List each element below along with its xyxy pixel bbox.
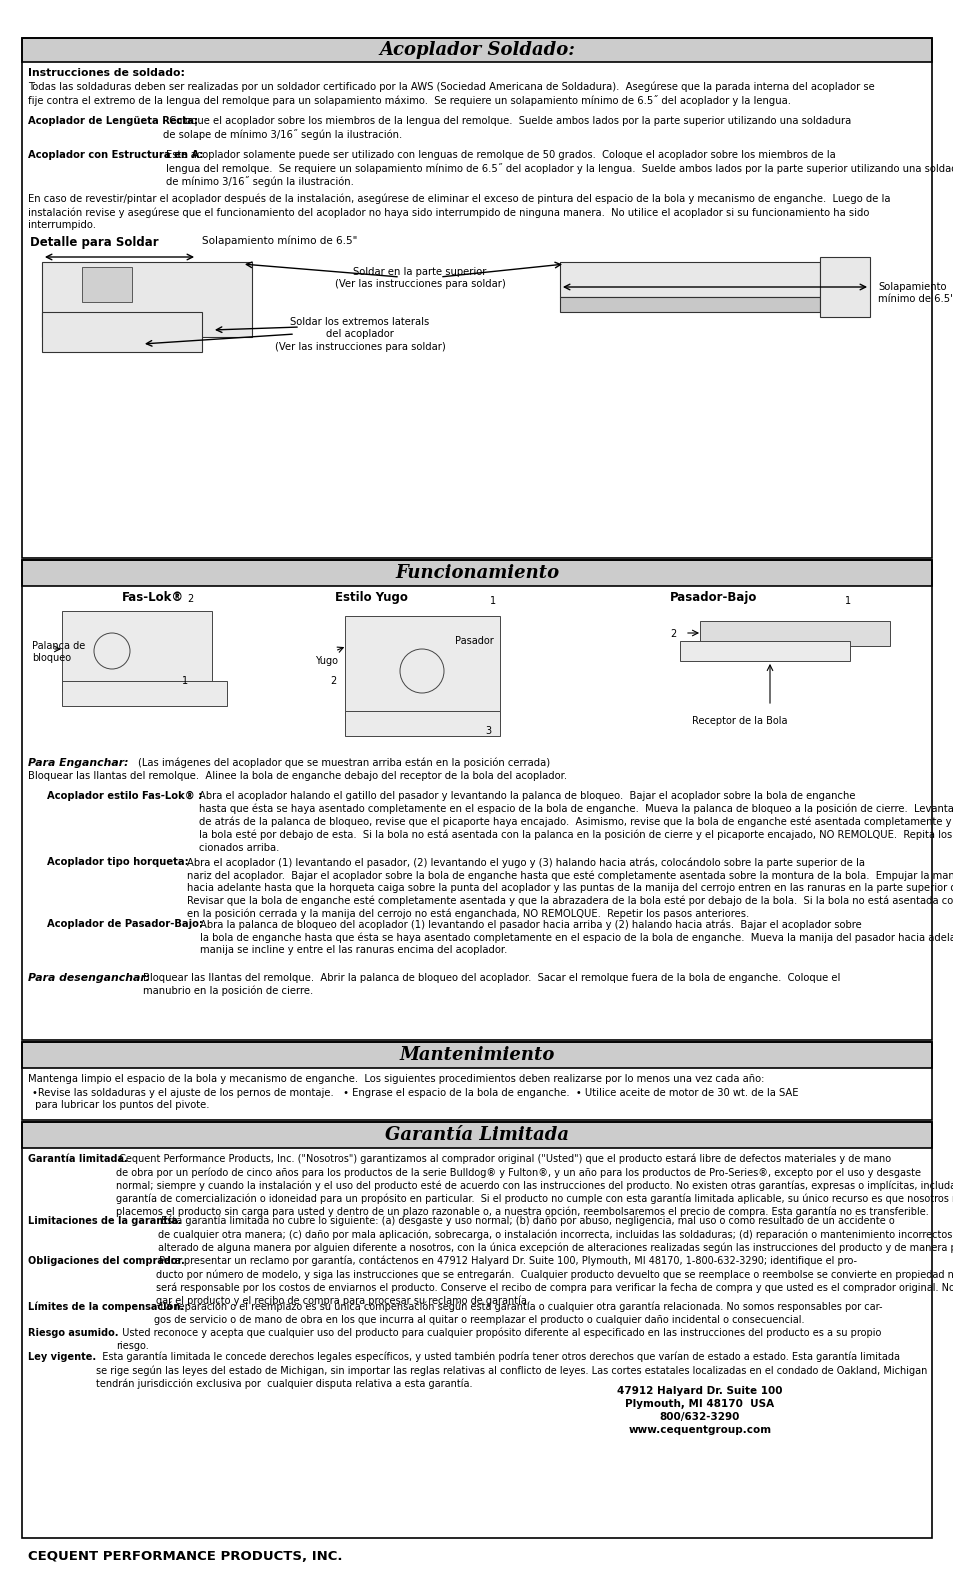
Text: Solapamiento
mínimo de 6.5": Solapamiento mínimo de 6.5" bbox=[877, 281, 953, 305]
Bar bbox=[42, 263, 252, 336]
Text: 800/632-3290: 800/632-3290 bbox=[659, 1412, 740, 1423]
Text: 2: 2 bbox=[187, 594, 193, 604]
Text: Bloquear las llantas del remolque.  Alinee la bola de enganche debajo del recept: Bloquear las llantas del remolque. Aline… bbox=[28, 770, 566, 781]
Bar bbox=[22, 560, 931, 1041]
Text: Acoplador Soldado:: Acoplador Soldado: bbox=[378, 41, 575, 60]
Bar bbox=[22, 1122, 931, 1148]
Text: Mantenga limpio el espacio de la bola y mecanismo de enganche.  Los siguientes p: Mantenga limpio el espacio de la bola y … bbox=[28, 1074, 763, 1085]
Bar bbox=[22, 1042, 931, 1067]
Text: 3: 3 bbox=[484, 726, 491, 736]
Text: Instrucciones de soldado:: Instrucciones de soldado: bbox=[28, 68, 185, 79]
Bar bbox=[345, 616, 499, 722]
Bar bbox=[62, 612, 212, 692]
Text: Acoplador tipo horqueta:: Acoplador tipo horqueta: bbox=[47, 857, 189, 868]
Text: Yugo: Yugo bbox=[314, 656, 337, 667]
Text: Abra la palanca de bloqueo del acoplador (1) levantando el pasador hacia arriba : Abra la palanca de bloqueo del acoplador… bbox=[200, 920, 953, 954]
Text: www.cequentgroup.com: www.cequentgroup.com bbox=[628, 1424, 771, 1435]
Text: Esta garantía limitada le concede derechos legales específicos, y usted también : Esta garantía limitada le concede derech… bbox=[96, 1352, 926, 1388]
Text: Detalle para Soldar: Detalle para Soldar bbox=[30, 236, 158, 248]
Text: 2: 2 bbox=[669, 629, 676, 638]
Text: Este acoplador solamente puede ser utilizado con lenguas de remolque de 50 grado: Este acoplador solamente puede ser utili… bbox=[166, 149, 953, 187]
Text: Para desenganchar:: Para desenganchar: bbox=[28, 973, 150, 982]
Text: Todas las soldaduras deben ser realizadas por un soldador certificado por la AWS: Todas las soldaduras deben ser realizada… bbox=[28, 82, 874, 107]
Text: •Revise las soldaduras y el ajuste de los pernos de montaje.   • Engrase el espa: •Revise las soldaduras y el ajuste de lo… bbox=[32, 1088, 798, 1110]
Text: La reparación o el reemplazo es su única compensación según esta garantía o cual: La reparación o el reemplazo es su única… bbox=[153, 1302, 882, 1325]
Text: Garantía Limitada: Garantía Limitada bbox=[385, 1126, 568, 1144]
Bar bbox=[345, 711, 499, 736]
Text: Estilo Yugo: Estilo Yugo bbox=[335, 591, 408, 604]
Text: 2: 2 bbox=[330, 676, 335, 685]
Text: 1: 1 bbox=[490, 596, 496, 605]
Text: Acoplador de Pasador-Bajo:: Acoplador de Pasador-Bajo: bbox=[47, 920, 203, 929]
Text: Garantía limitada.: Garantía limitada. bbox=[28, 1154, 128, 1163]
Bar bbox=[679, 641, 849, 660]
Text: Ley vigente.: Ley vigente. bbox=[28, 1352, 96, 1361]
Bar bbox=[22, 38, 931, 61]
Text: Límites de la compensación.: Límites de la compensación. bbox=[28, 1302, 184, 1313]
Text: Abra el acoplador (1) levantando el pasador, (2) levantando el yugo y (3) haland: Abra el acoplador (1) levantando el pasa… bbox=[187, 857, 953, 920]
Text: Soldar en la parte superior
(Ver las instrucciones para soldar): Soldar en la parte superior (Ver las ins… bbox=[335, 267, 505, 289]
Text: Limitaciones de la garantía.: Limitaciones de la garantía. bbox=[28, 1217, 181, 1226]
Text: Coloque el acoplador sobre los miembros de la lengua del remolque.  Suelde ambos: Coloque el acoplador sobre los miembros … bbox=[163, 116, 850, 140]
Text: Esta garantía limitada no cubre lo siguiente: (a) desgaste y uso normal; (b) dañ: Esta garantía limitada no cubre lo sigui… bbox=[158, 1217, 953, 1253]
Bar bbox=[22, 1042, 931, 1119]
Text: Cequent Performance Products, Inc. ("Nosotros") garantizamos al comprador origin: Cequent Performance Products, Inc. ("Nos… bbox=[116, 1154, 953, 1217]
Bar bbox=[62, 681, 227, 706]
Bar bbox=[22, 38, 931, 558]
Text: CEQUENT PERFORMANCE PRODUCTS, INC.: CEQUENT PERFORMANCE PRODUCTS, INC. bbox=[28, 1550, 342, 1563]
Text: Pasador: Pasador bbox=[455, 637, 494, 646]
Text: Usted reconoce y acepta que cualquier uso del producto para cualquier propósito : Usted reconoce y acepta que cualquier us… bbox=[116, 1328, 881, 1350]
Text: Plymouth, MI 48170  USA: Plymouth, MI 48170 USA bbox=[625, 1399, 774, 1409]
Text: Obligaciones del comprador.: Obligaciones del comprador. bbox=[28, 1256, 185, 1265]
Text: (Las imágenes del acoplador que se muestran arriba están en la posición cerrada): (Las imágenes del acoplador que se muest… bbox=[138, 758, 550, 769]
Text: Acoplador con Estructura en A:: Acoplador con Estructura en A: bbox=[28, 149, 203, 160]
Bar bbox=[42, 311, 202, 352]
Bar bbox=[82, 267, 132, 302]
Bar bbox=[700, 621, 889, 646]
Text: Para presentar un reclamo por garantía, contáctenos en 47912 Halyard Dr. Suite 1: Para presentar un reclamo por garantía, … bbox=[156, 1256, 953, 1306]
Text: Pasador-Bajo: Pasador-Bajo bbox=[669, 591, 757, 604]
Text: 1: 1 bbox=[844, 596, 850, 605]
Text: Acoplador de Lengüeta Recta:: Acoplador de Lengüeta Recta: bbox=[28, 116, 198, 126]
Text: Mantenimiento: Mantenimiento bbox=[399, 1045, 554, 1064]
Text: Palanca de
bloqueo: Palanca de bloqueo bbox=[32, 641, 85, 663]
Bar bbox=[559, 297, 820, 311]
Bar bbox=[22, 560, 931, 586]
Text: Acoplador estilo Fas-Lok® :: Acoplador estilo Fas-Lok® : bbox=[47, 791, 202, 802]
Text: 47912 Halyard Dr. Suite 100: 47912 Halyard Dr. Suite 100 bbox=[617, 1387, 781, 1396]
Text: Solapamiento mínimo de 6.5": Solapamiento mínimo de 6.5" bbox=[202, 236, 357, 247]
Bar bbox=[559, 263, 820, 297]
Bar bbox=[820, 256, 869, 318]
Text: Bloquear las llantas del remolque.  Abrir la palanca de bloqueo del acoplador.  : Bloquear las llantas del remolque. Abrir… bbox=[143, 973, 840, 997]
Text: Fas-Lok®: Fas-Lok® bbox=[122, 591, 184, 604]
Text: Riesgo asumido.: Riesgo asumido. bbox=[28, 1328, 118, 1338]
Text: Para Enganchar:: Para Enganchar: bbox=[28, 758, 129, 769]
Text: Abra el acoplador halando el gatillo del pasador y levantando la palanca de bloq: Abra el acoplador halando el gatillo del… bbox=[199, 791, 953, 852]
Bar bbox=[22, 1122, 931, 1537]
Text: 1: 1 bbox=[182, 676, 188, 685]
Text: En caso de revestir/pintar el acoplador después de la instalación, asegúrese de : En caso de revestir/pintar el acoplador … bbox=[28, 193, 889, 230]
Text: Receptor de la Bola: Receptor de la Bola bbox=[692, 715, 787, 726]
Text: Soldar los extremos laterals
del acoplador
(Ver las instrucciones para soldar): Soldar los extremos laterals del acoplad… bbox=[274, 318, 445, 352]
Text: Funcionamiento: Funcionamiento bbox=[395, 564, 558, 582]
